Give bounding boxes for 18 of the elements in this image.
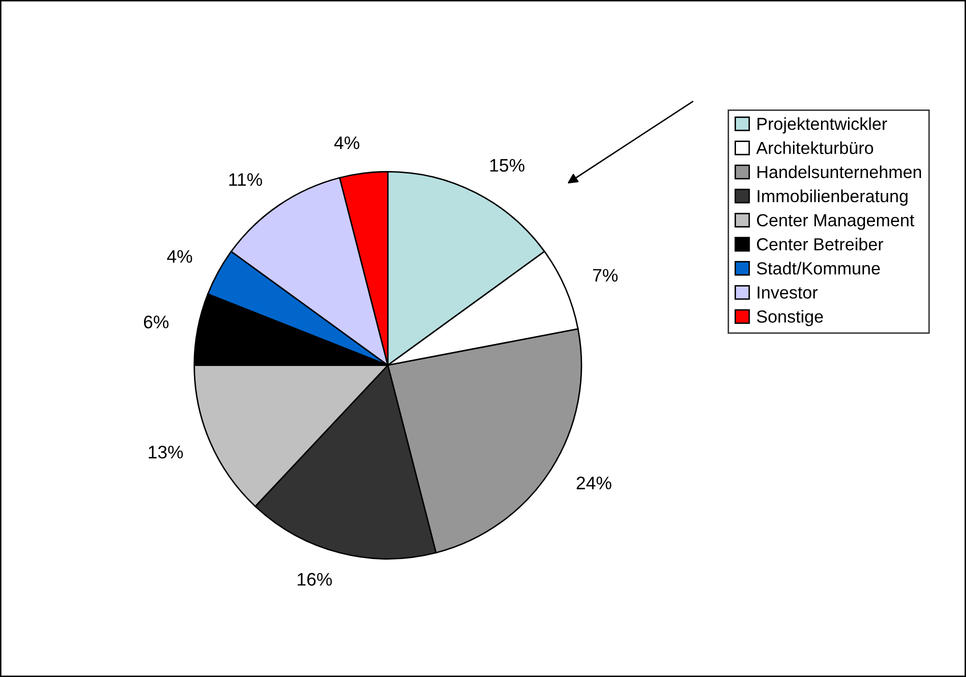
legend-label: Center Management xyxy=(757,214,914,230)
legend-label: Projektentwickler xyxy=(758,117,888,134)
data-label: 6% xyxy=(144,316,169,328)
data-label: 16% xyxy=(298,572,332,586)
data-label: 15% xyxy=(490,159,524,172)
data-label: 13% xyxy=(148,446,183,459)
legend-label: Investor xyxy=(758,286,818,299)
data-label: 4% xyxy=(167,250,192,263)
legend-label: Center Betreiber xyxy=(757,238,884,250)
legend-label: Stadt/Kommune xyxy=(756,262,880,275)
legend-label: Handelsunternehmen xyxy=(758,165,922,178)
legend-label: Architekturbüro xyxy=(756,141,874,154)
data-label: 11% xyxy=(229,173,262,186)
data-label: 7% xyxy=(593,268,618,282)
legend-label: Immobilienberatung xyxy=(758,190,908,206)
legend-label: Sonstige xyxy=(756,310,823,326)
data-label: 24% xyxy=(576,476,612,490)
data-label: 4% xyxy=(334,136,360,150)
